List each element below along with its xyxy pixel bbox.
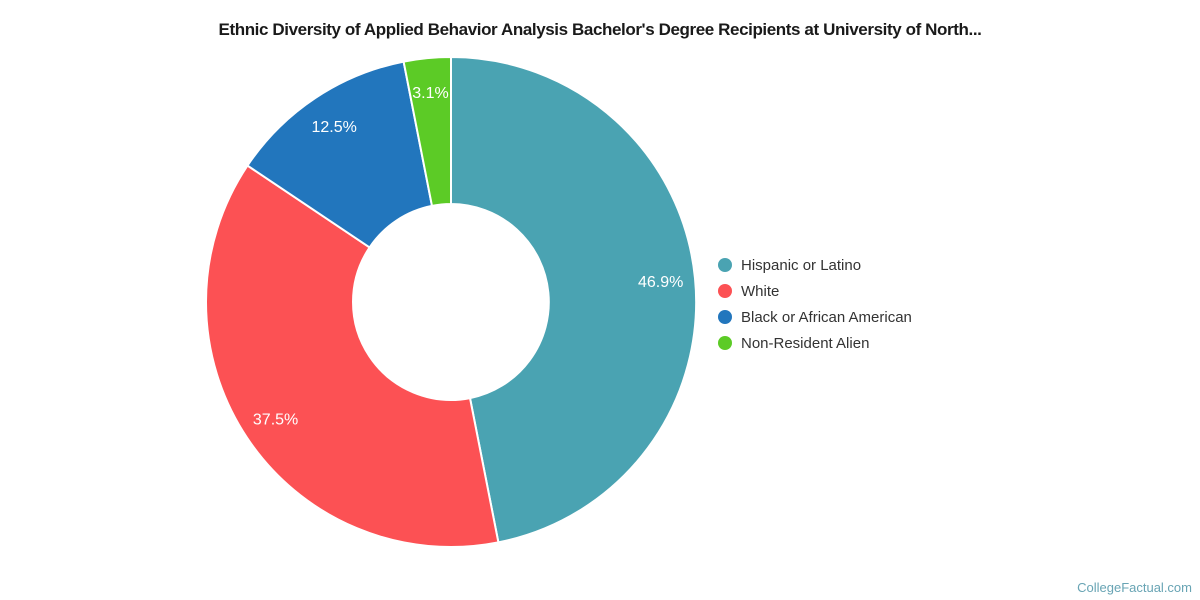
slice-hispanic-or-latino[interactable] (450, 56, 698, 544)
legend-label: Non-Resident Alien (741, 334, 870, 352)
slice-non-resident-alien[interactable] (402, 55, 452, 207)
slice-label-black-or-african-american: 12.5% (312, 119, 357, 136)
legend-swatch-icon (718, 310, 732, 324)
legend-swatch-icon (718, 258, 732, 272)
legend-swatch-icon (718, 336, 732, 350)
legend-swatch-icon (718, 284, 732, 298)
legend: Hispanic or Latino White Black or African … (718, 252, 912, 356)
slice-white[interactable] (205, 164, 500, 549)
slice-label-non-resident-alien: 3.1% (412, 85, 448, 102)
slice-label-white: 37.5% (253, 411, 298, 428)
legend-label: Hispanic or Latino (741, 256, 862, 274)
legend-label: Black or African American (741, 308, 912, 326)
legend-item-black-or-african-american[interactable]: Black or African American (718, 304, 912, 330)
slice-black-or-african-american[interactable] (246, 60, 433, 249)
legend-item-non-resident-alien[interactable]: Non-Resident Alien (718, 330, 912, 356)
slice-label-hispanic-or-latino: 46.9% (638, 274, 683, 291)
chart-title: Ethnic Diversity of Applied Behavior Ana… (218, 20, 982, 39)
legend-label: White (741, 282, 780, 300)
legend-item-white[interactable]: White (718, 278, 912, 304)
watermark: CollegeFactual.com (1077, 580, 1192, 595)
legend-item-hispanic-or-latino[interactable]: Hispanic or Latino (718, 252, 912, 278)
